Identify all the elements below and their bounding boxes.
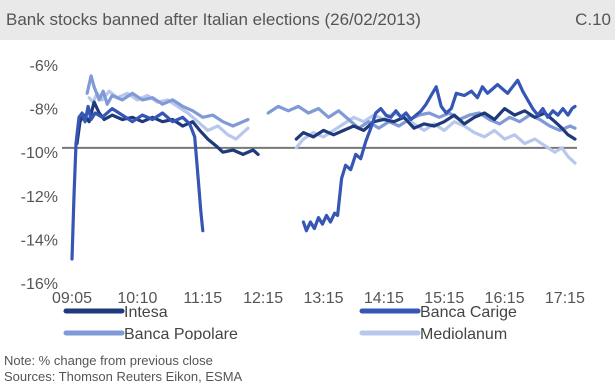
series-line-banca-popolare <box>266 104 577 133</box>
y-tick-label: -8% <box>30 102 58 119</box>
series-line-intesa <box>75 100 260 157</box>
line-chart: -16% -14% -12% -10% -8% -6% 09:05 10:10 11:15 12… <box>21 58 585 340</box>
series-line-banca-carige <box>70 104 205 261</box>
x-tick-label: 13:15 <box>303 290 343 307</box>
x-tick-label: 17:15 <box>545 290 585 307</box>
chart-code: C.10 <box>575 10 611 29</box>
sources-text: Sources: Thomson Reuters Eikon, ESMA <box>4 369 243 384</box>
legend-label-banca-popolare: Banca Popolare <box>124 326 238 340</box>
y-axis: -16% -14% -12% -10% -8% -6% <box>21 58 58 293</box>
legend: Intesa Banca Carige Banca Popolare Mediolan… <box>63 304 517 340</box>
y-tick-label: -10% <box>21 145 58 162</box>
legend-label-mediolanum: Mediolanum <box>420 326 507 340</box>
series-line-mediolanum <box>87 89 250 141</box>
x-tick-label: 09:05 <box>52 290 92 307</box>
y-tick-label: -16% <box>21 276 58 293</box>
series-line-banca-popolare <box>85 74 250 128</box>
series-line-banca-carige <box>301 78 577 233</box>
series-line-mediolanum <box>294 111 577 165</box>
y-tick-label: -12% <box>21 189 58 206</box>
x-tick-label: 15:15 <box>424 290 464 307</box>
y-tick-label: -6% <box>30 58 58 75</box>
note-text: Note: % change from previous close <box>4 353 213 368</box>
x-tick-label: 11:15 <box>183 290 222 307</box>
series-layer <box>70 74 577 261</box>
series-line-intesa <box>294 106 577 141</box>
chart-title: Bank stocks banned after Italian electio… <box>6 10 421 29</box>
x-axis: 09:05 10:10 11:15 12:15 13:15 14:15 15:15 16:15… <box>52 290 585 307</box>
x-tick-label: 16:15 <box>485 290 525 307</box>
x-tick-label: 10:10 <box>117 290 157 307</box>
y-tick-label: -14% <box>21 232 58 249</box>
legend-label-intesa: Intesa <box>124 304 168 321</box>
x-tick-label: 14:15 <box>364 290 404 307</box>
x-tick-label: 12:15 <box>243 290 283 307</box>
chart-header: Bank stocks banned after Italian electio… <box>0 0 615 40</box>
legend-label-banca-carige: Banca Carige <box>420 304 517 321</box>
